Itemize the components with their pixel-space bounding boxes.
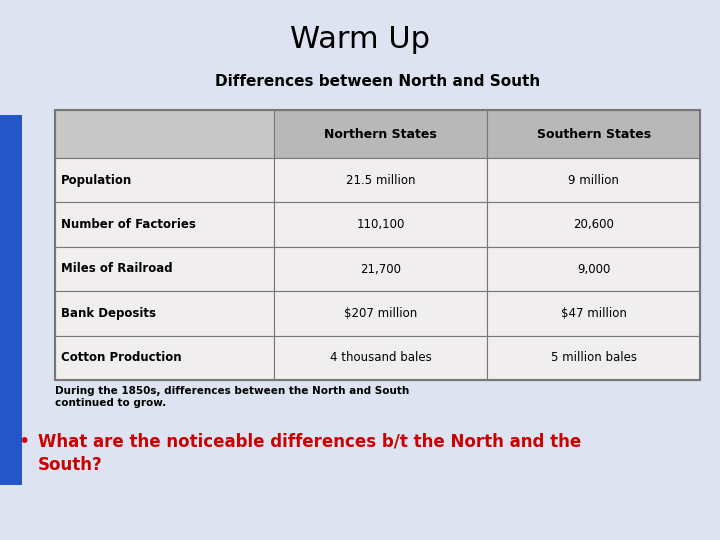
Text: Bank Deposits: Bank Deposits xyxy=(61,307,156,320)
Bar xyxy=(487,335,700,380)
Text: Differences between North and South: Differences between North and South xyxy=(215,75,540,90)
Bar xyxy=(487,110,700,158)
Bar xyxy=(55,110,274,158)
Bar xyxy=(274,110,487,158)
Text: Population: Population xyxy=(61,174,132,187)
Bar xyxy=(274,202,487,247)
Bar xyxy=(0,115,22,485)
Text: 9,000: 9,000 xyxy=(577,262,611,275)
Text: Cotton Production: Cotton Production xyxy=(61,352,181,365)
Text: Warm Up: Warm Up xyxy=(290,25,430,55)
Bar xyxy=(274,291,487,335)
Bar xyxy=(274,158,487,202)
Bar xyxy=(487,158,700,202)
Text: 9 million: 9 million xyxy=(568,174,619,187)
Bar xyxy=(55,335,274,380)
Text: Northern States: Northern States xyxy=(324,127,437,140)
Bar xyxy=(487,202,700,247)
Text: $47 million: $47 million xyxy=(561,307,626,320)
Bar xyxy=(55,110,700,380)
Text: During the 1850s, differences between the North and South
continued to grow.: During the 1850s, differences between th… xyxy=(55,386,409,408)
Text: Number of Factories: Number of Factories xyxy=(61,218,196,231)
Bar xyxy=(55,202,274,247)
Text: 5 million bales: 5 million bales xyxy=(551,352,636,365)
Bar xyxy=(487,247,700,291)
Bar xyxy=(55,247,274,291)
Bar xyxy=(274,335,487,380)
Text: 20,600: 20,600 xyxy=(573,218,614,231)
Bar xyxy=(55,291,274,335)
Text: 4 thousand bales: 4 thousand bales xyxy=(330,352,431,365)
Bar xyxy=(487,291,700,335)
Text: $207 million: $207 million xyxy=(344,307,418,320)
Text: Miles of Railroad: Miles of Railroad xyxy=(61,262,173,275)
Bar xyxy=(55,158,274,202)
Text: 110,100: 110,100 xyxy=(356,218,405,231)
Text: •: • xyxy=(18,432,30,451)
Bar xyxy=(274,247,487,291)
Text: Southern States: Southern States xyxy=(536,127,651,140)
Text: 21.5 million: 21.5 million xyxy=(346,174,415,187)
Text: What are the noticeable differences b/t the North and the
South?: What are the noticeable differences b/t … xyxy=(38,432,581,474)
Text: 21,700: 21,700 xyxy=(360,262,401,275)
